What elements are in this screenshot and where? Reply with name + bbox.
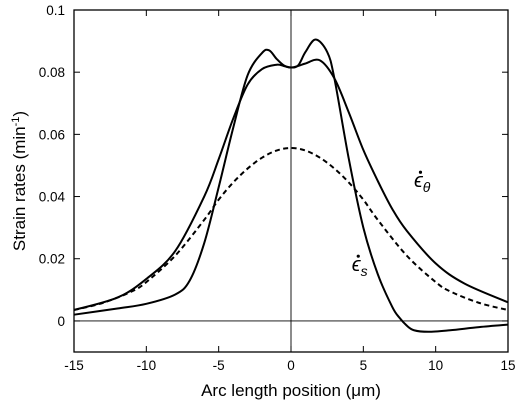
x-tick-label: 5 [360, 358, 368, 373]
series-label-subscript: θ [423, 179, 431, 195]
y-tick-label: 0.04 [39, 190, 66, 205]
y-axis-title-close: ) [10, 111, 29, 117]
y-axis-ticks: 0 0.02 0.04 0.06 0.08 0.1 [39, 3, 508, 329]
series-label-base: ϵ [352, 254, 362, 276]
series-layer [73, 38, 509, 333]
series-label-subscript: s [361, 263, 368, 279]
series-label: ϵs [352, 254, 368, 279]
x-tick-label: 10 [428, 358, 443, 373]
y-tick-label: 0 [57, 314, 65, 329]
y-tick-label: 0.02 [39, 252, 65, 267]
x-tick-label: 15 [500, 358, 515, 373]
time-derivative-dot [356, 254, 360, 258]
y-axis-title-superscript: -1 [10, 117, 22, 127]
x-axis-title: Arc length position (μm) [201, 381, 381, 400]
time-derivative-dot [418, 170, 423, 174]
x-tick-label: -15 [64, 358, 84, 373]
y-tick-label: 0.06 [39, 127, 65, 142]
series-label: ϵθ [414, 170, 431, 195]
y-tick-label: 0.08 [39, 65, 65, 80]
series-strain-s-line [73, 38, 509, 333]
x-tick-label: -5 [213, 358, 225, 373]
series-label-base: ϵ [414, 170, 424, 192]
x-tick-label: -10 [137, 358, 157, 373]
y-axis-title-main: Strain rates (min [10, 126, 29, 251]
x-tick-label: 0 [287, 358, 295, 373]
series-dashed-line [73, 147, 509, 312]
x-axis-ticks: -15 -10 -5 0 5 10 15 [64, 10, 515, 373]
y-tick-label: 0.1 [46, 3, 65, 18]
y-axis-title: Strain rates (min-1) [10, 111, 29, 251]
